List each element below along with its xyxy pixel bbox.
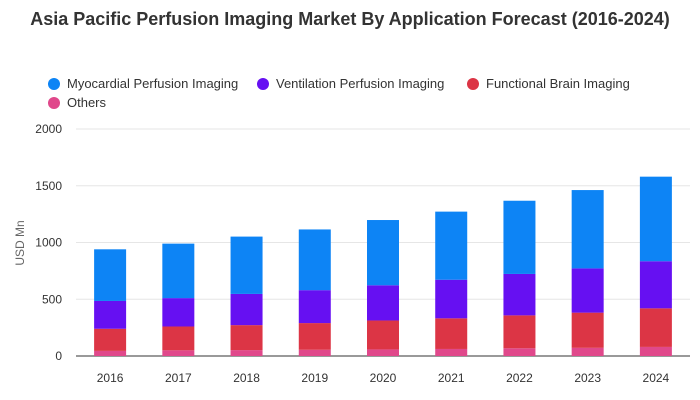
bar-segment-ventilation-perfusion-imaging[interactable] <box>162 298 195 327</box>
bar-segment-ventilation-perfusion-imaging[interactable] <box>571 268 604 313</box>
chart-title: Asia Pacific Perfusion Imaging Market By… <box>30 9 670 29</box>
x-tick-label: 2024 <box>643 371 670 385</box>
legend-label-ventilation: Ventilation Perfusion Imaging <box>276 76 445 91</box>
x-tick-label: 2021 <box>438 371 465 385</box>
y-tick-label: 2000 <box>35 122 62 136</box>
bar-segment-myocardial-perfusion-imaging[interactable] <box>162 243 195 299</box>
bar-segment-myocardial-perfusion-imaging[interactable] <box>503 200 536 274</box>
bar-segment-functional-brain-imaging[interactable] <box>435 318 468 349</box>
bar-segment-others[interactable] <box>94 350 127 356</box>
x-tick-label: 2016 <box>97 371 124 385</box>
bar-segment-ventilation-perfusion-imaging[interactable] <box>298 290 331 324</box>
x-tick-label: 2018 <box>233 371 260 385</box>
bar-segment-others[interactable] <box>230 350 263 356</box>
bar-segment-others[interactable] <box>298 349 331 356</box>
x-tick-label: 2022 <box>506 371 533 385</box>
bar-segment-functional-brain-imaging[interactable] <box>162 326 195 351</box>
legend-item-myocardial[interactable]: Myocardial Perfusion Imaging <box>48 76 238 91</box>
bar-segment-ventilation-perfusion-imaging[interactable] <box>94 300 127 329</box>
y-tick-label: 500 <box>42 292 62 306</box>
legend-item-functional-brain[interactable]: Functional Brain Imaging <box>467 76 630 91</box>
y-tick-label: 1000 <box>35 236 62 250</box>
legend-label-myocardial: Myocardial Perfusion Imaging <box>67 76 239 91</box>
legend-item-others[interactable]: Others <box>48 95 106 110</box>
bar-segment-ventilation-perfusion-imaging[interactable] <box>503 273 536 316</box>
x-tick-label: 2020 <box>370 371 397 385</box>
bar-segment-myocardial-perfusion-imaging[interactable] <box>639 176 672 262</box>
bar-segment-functional-brain-imaging[interactable] <box>639 308 672 347</box>
bar-segment-ventilation-perfusion-imaging[interactable] <box>230 293 263 326</box>
bar-segment-functional-brain-imaging[interactable] <box>298 323 331 350</box>
bar-segment-functional-brain-imaging[interactable] <box>367 320 399 350</box>
legend-item-ventilation[interactable]: Ventilation Perfusion Imaging <box>257 76 444 91</box>
bar-segment-others[interactable] <box>503 348 536 356</box>
x-tick-label: 2017 <box>165 371 192 385</box>
bar-segment-ventilation-perfusion-imaging[interactable] <box>435 279 468 319</box>
bar-segment-ventilation-perfusion-imaging[interactable] <box>639 261 672 309</box>
bar-segment-functional-brain-imaging[interactable] <box>571 312 604 348</box>
bar-segment-functional-brain-imaging[interactable] <box>94 328 127 351</box>
bar-segment-ventilation-perfusion-imaging[interactable] <box>367 285 399 321</box>
bar-segment-myocardial-perfusion-imaging[interactable] <box>571 190 604 269</box>
bar-segment-others[interactable] <box>571 347 604 356</box>
legend-swatch-functional-brain <box>467 77 479 90</box>
legend-swatch-ventilation <box>257 77 269 90</box>
bar-segment-others[interactable] <box>162 350 195 356</box>
bar-segment-myocardial-perfusion-imaging[interactable] <box>435 211 468 280</box>
legend-label-others: Others <box>67 95 107 110</box>
bar-segment-functional-brain-imaging[interactable] <box>503 315 536 349</box>
bar-segment-myocardial-perfusion-imaging[interactable] <box>367 220 399 286</box>
bar-segment-others[interactable] <box>435 348 468 356</box>
legend-swatch-myocardial <box>48 77 60 90</box>
bar-segment-others[interactable] <box>639 346 672 356</box>
x-tick-label: 2023 <box>574 371 601 385</box>
bar-segment-others[interactable] <box>367 349 399 356</box>
y-tick-label: 0 <box>55 349 62 363</box>
bar-segment-myocardial-perfusion-imaging[interactable] <box>298 229 331 291</box>
x-tick-label: 2019 <box>301 371 328 385</box>
bar-segment-myocardial-perfusion-imaging[interactable] <box>230 236 263 294</box>
legend-label-functional-brain: Functional Brain Imaging <box>486 76 630 91</box>
y-tick-label: 1500 <box>35 179 62 193</box>
legend-swatch-others <box>48 96 60 109</box>
bar-segment-functional-brain-imaging[interactable] <box>230 325 263 351</box>
bar-segment-myocardial-perfusion-imaging[interactable] <box>94 249 127 301</box>
